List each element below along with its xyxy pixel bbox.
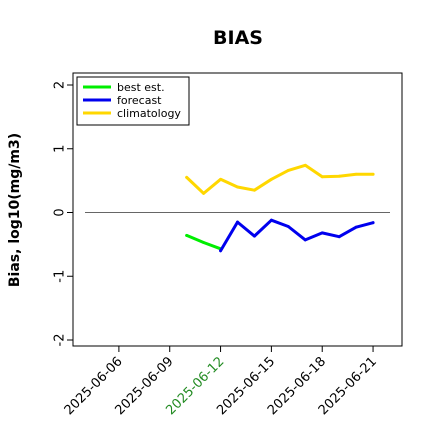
data-point: [320, 231, 324, 235]
data-point: [286, 169, 290, 172]
data-point: [253, 234, 256, 238]
chart-title: BIAS: [213, 27, 263, 49]
data-point: [202, 191, 206, 195]
legend-label-climatology: climatology: [117, 107, 181, 120]
data-point: [303, 238, 307, 242]
y-tick-label: 0: [53, 208, 68, 216]
series-climatology: [185, 163, 375, 195]
data-point: [337, 174, 341, 178]
data-point: [371, 172, 375, 176]
data-point: [269, 177, 273, 181]
series-layer: [185, 163, 375, 253]
data-point: [219, 177, 222, 181]
y-axis-label: Bias, log10(mg/m3): [7, 133, 23, 287]
plot-frame: [72, 72, 403, 347]
data-point: [219, 249, 222, 253]
legend-label-best-est: best est.: [117, 81, 165, 94]
data-point: [236, 185, 239, 189]
y-tick-label: 2: [53, 81, 68, 89]
data-point: [371, 221, 375, 225]
series-line-climatology: [185, 163, 375, 195]
y-tick-label: -1: [53, 270, 68, 283]
data-point: [269, 218, 273, 222]
data-point: [185, 176, 189, 179]
data-point: [354, 172, 358, 176]
data-point: [320, 175, 324, 179]
y-tick-label: -2: [53, 334, 68, 347]
series-forecast: [219, 218, 375, 253]
data-point: [303, 163, 307, 167]
data-point: [185, 234, 189, 237]
data-point: [202, 241, 206, 244]
data-point: [337, 235, 341, 239]
y-axis: 2 1 0 -1 -2: [53, 81, 73, 347]
series-best-est: [185, 233, 223, 251]
data-point: [354, 225, 358, 229]
legend-label-forecast: forecast: [117, 94, 162, 107]
series-line-forecast: [219, 218, 375, 253]
data-point: [253, 188, 256, 192]
data-point: [236, 220, 239, 224]
x-axis: 2025-06-062025-06-092025-06-122025-06-15…: [62, 346, 380, 418]
y-tick-label: 1: [53, 145, 68, 153]
data-point: [286, 225, 290, 228]
